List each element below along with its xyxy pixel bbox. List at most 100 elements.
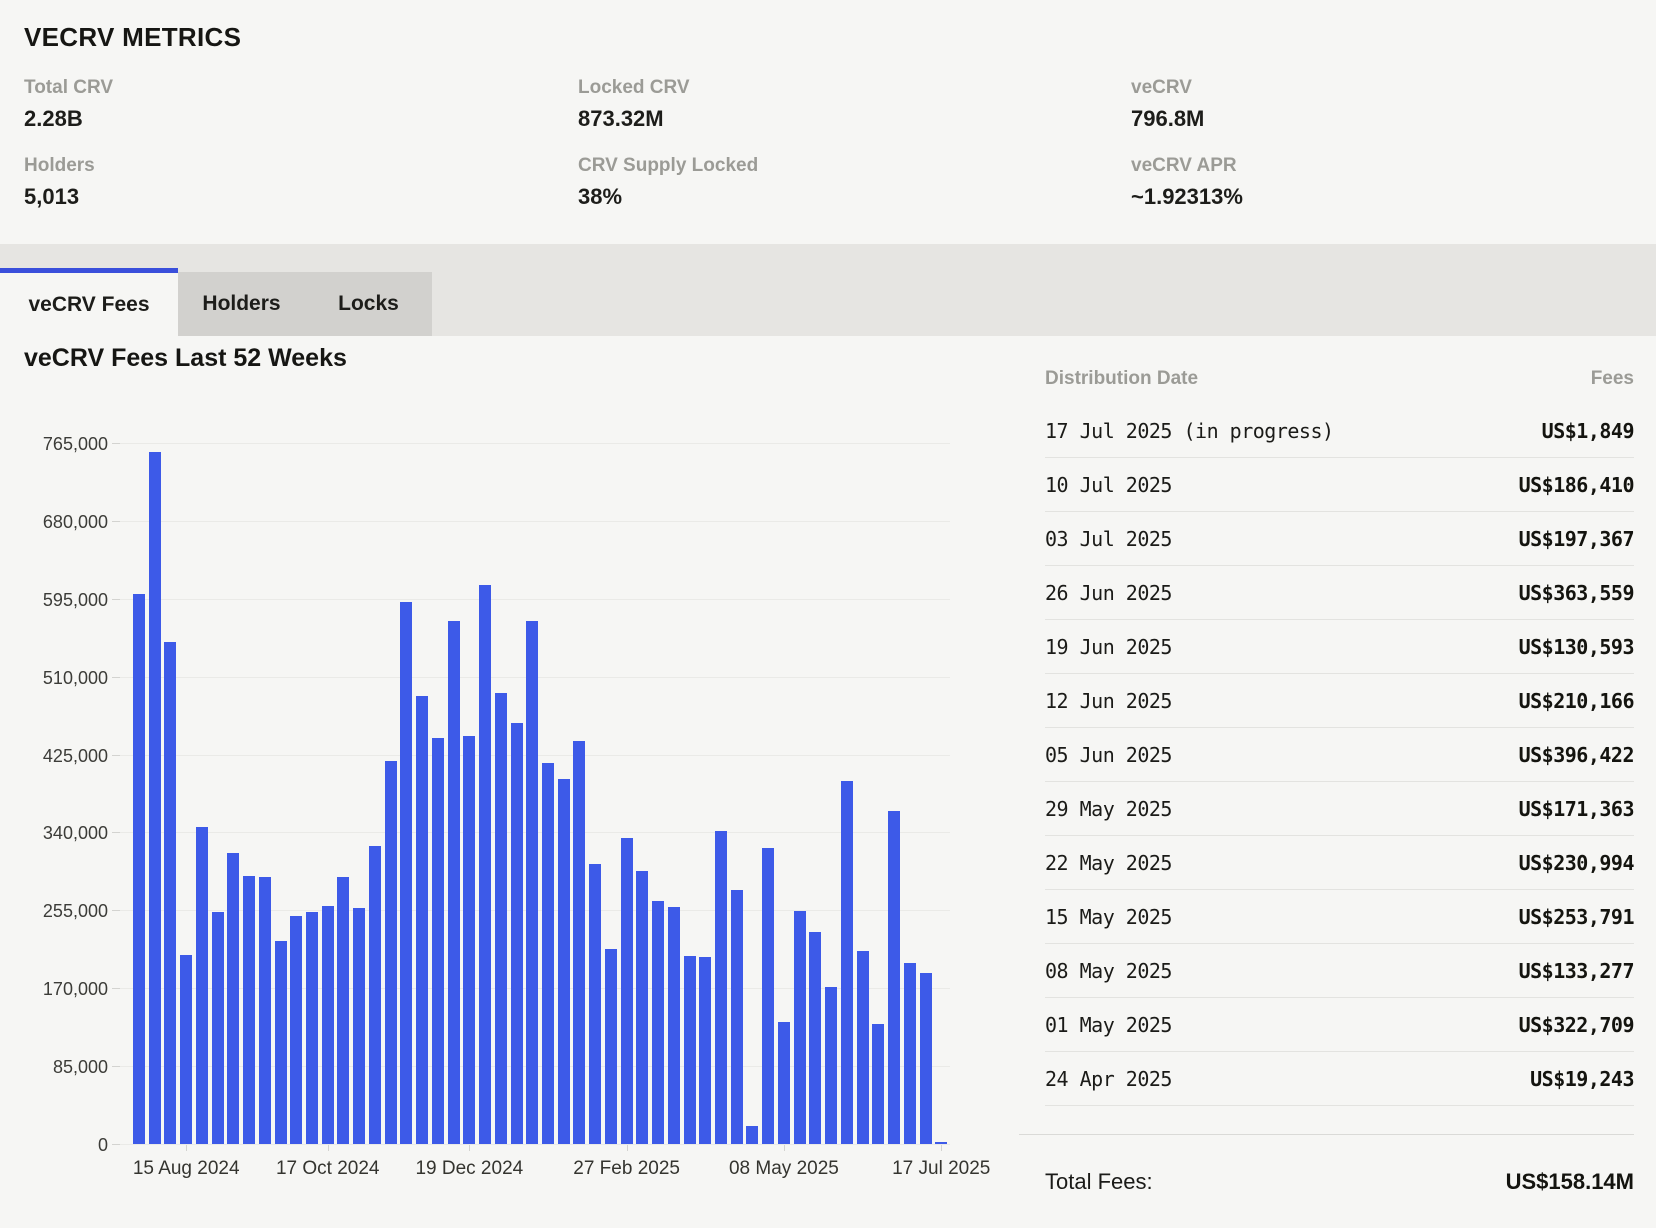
- fees-table-row[interactable]: 19 Jun 2025US$130,593: [1045, 620, 1634, 674]
- x-axis-label: 15 Aug 2024: [106, 1158, 266, 1181]
- fees-table: Distribution Date Fees 17 Jul 2025 (in p…: [1019, 368, 1634, 1195]
- fees-table-row[interactable]: 17 Jul 2025 (in progress)US$1,849: [1045, 404, 1634, 458]
- fee-bar[interactable]: [511, 723, 523, 1144]
- fee-bar[interactable]: [573, 741, 585, 1144]
- fee-bar[interactable]: [337, 877, 349, 1144]
- fee-amount-cell: US$171,363: [1519, 797, 1634, 821]
- distribution-date-cell: 29 May 2025: [1045, 797, 1172, 821]
- fee-bar[interactable]: [212, 912, 224, 1144]
- y-tick-mark: [112, 755, 120, 756]
- fee-amount-cell: US$396,422: [1519, 743, 1634, 767]
- fees-table-rows: 17 Jul 2025 (in progress)US$1,84910 Jul …: [1019, 404, 1634, 1106]
- x-tick-mark: [328, 1145, 329, 1151]
- y-axis-label: 680,000: [8, 513, 108, 531]
- fee-bar[interactable]: [762, 848, 774, 1144]
- fee-bar[interactable]: [243, 876, 255, 1144]
- fees-table-row[interactable]: 08 May 2025 US$133,277: [1045, 944, 1634, 998]
- fee-bar[interactable]: [353, 908, 365, 1144]
- fees-table-row[interactable]: 26 Jun 2025US$363,559: [1045, 566, 1634, 620]
- fee-bar[interactable]: [888, 811, 900, 1144]
- fee-amount-cell: US$230,994: [1519, 851, 1634, 875]
- fee-bar[interactable]: [621, 838, 633, 1144]
- fees-table-row[interactable]: 15 May 2025US$253,791: [1045, 890, 1634, 944]
- fee-bar[interactable]: [322, 906, 334, 1144]
- fee-bar[interactable]: [920, 973, 932, 1144]
- y-axis-label: 255,000: [8, 902, 108, 920]
- fee-bar[interactable]: [432, 738, 444, 1144]
- fee-bar[interactable]: [794, 911, 806, 1144]
- fee-bar[interactable]: [290, 916, 302, 1144]
- fees-table-row[interactable]: 29 May 2025 US$171,363: [1045, 782, 1634, 836]
- fee-bar[interactable]: [841, 781, 853, 1144]
- distribution-date-cell: 08 May 2025: [1045, 959, 1172, 983]
- total-fees-value: US$158.14M: [1506, 1169, 1634, 1195]
- fee-bar[interactable]: [668, 907, 680, 1144]
- fee-bar[interactable]: [526, 621, 538, 1144]
- fee-bar[interactable]: [149, 452, 161, 1144]
- fee-bar[interactable]: [935, 1142, 947, 1144]
- y-gridline: [120, 1144, 950, 1145]
- fee-bar[interactable]: [385, 761, 397, 1144]
- fee-bar[interactable]: [416, 696, 428, 1144]
- fee-bar[interactable]: [636, 871, 648, 1144]
- fees-table-row[interactable]: 12 Jun 2025 US$210,166: [1045, 674, 1634, 728]
- fee-bar[interactable]: [872, 1024, 884, 1144]
- fee-amount-cell: US$210,166: [1519, 689, 1634, 713]
- distribution-date-cell: 03 Jul 2025: [1045, 527, 1172, 551]
- fee-bar[interactable]: [227, 853, 239, 1144]
- stat-value: ~1.92313%: [1131, 186, 1551, 208]
- distribution-date-cell: 10 Jul 2025: [1045, 473, 1172, 497]
- y-tick-mark: [112, 910, 120, 911]
- y-gridline: [120, 521, 950, 522]
- fee-bar[interactable]: [542, 763, 554, 1144]
- fee-bar[interactable]: [857, 951, 869, 1144]
- fee-bar[interactable]: [400, 602, 412, 1144]
- x-axis-label: 19 Dec 2024: [389, 1158, 549, 1181]
- fee-bar[interactable]: [463, 736, 475, 1144]
- y-gridline: [120, 599, 950, 600]
- fees-table-row[interactable]: 22 May 2025US$230,994: [1045, 836, 1634, 890]
- fee-bar[interactable]: [479, 585, 491, 1144]
- x-axis-label: 17 Jul 2025: [861, 1158, 1021, 1181]
- fees-bar-chart: 085,000170,000255,000340,000425,000510,0…: [0, 0, 1000, 1228]
- fee-bar[interactable]: [715, 831, 727, 1144]
- distribution-date-cell: 15 May 2025: [1045, 905, 1172, 929]
- fee-bar[interactable]: [652, 901, 664, 1144]
- stat-vecrv: veCRV796.8M: [1131, 78, 1551, 130]
- y-axis-label: 765,000: [8, 435, 108, 453]
- fee-bar[interactable]: [684, 956, 696, 1144]
- fee-bar[interactable]: [731, 890, 743, 1144]
- distribution-date-cell: 12 Jun 2025: [1045, 689, 1172, 713]
- fee-bar[interactable]: [904, 963, 916, 1144]
- fee-amount-cell: US$133,277: [1519, 959, 1634, 983]
- fee-bar[interactable]: [605, 949, 617, 1144]
- fee-bar[interactable]: [589, 864, 601, 1144]
- fees-table-row[interactable]: 24 Apr 2025US$19,243: [1045, 1052, 1634, 1106]
- distribution-date-cell: 01 May 2025: [1045, 1013, 1172, 1037]
- fee-bar[interactable]: [699, 957, 711, 1144]
- fee-bar[interactable]: [825, 987, 837, 1144]
- fee-bar[interactable]: [558, 779, 570, 1144]
- fees-table-row[interactable]: 05 Jun 2025US$396,422: [1045, 728, 1634, 782]
- stat-value: 796.8M: [1131, 108, 1551, 130]
- fee-bar[interactable]: [196, 827, 208, 1144]
- distribution-date-cell: 24 Apr 2025: [1045, 1067, 1172, 1091]
- fee-bar[interactable]: [164, 642, 176, 1144]
- x-tick-mark: [784, 1145, 785, 1151]
- fee-bar[interactable]: [259, 877, 271, 1144]
- fees-table-row[interactable]: 10 Jul 2025US$186,410: [1045, 458, 1634, 512]
- x-tick-mark: [627, 1145, 628, 1151]
- fee-bar[interactable]: [809, 932, 821, 1144]
- fee-bar[interactable]: [448, 621, 460, 1144]
- fee-bar[interactable]: [133, 594, 145, 1144]
- fee-bar[interactable]: [369, 846, 381, 1144]
- fee-bar[interactable]: [495, 693, 507, 1144]
- fees-table-row[interactable]: 01 May 2025US$322,709: [1045, 998, 1634, 1052]
- fee-bar[interactable]: [180, 955, 192, 1144]
- fee-bar[interactable]: [275, 941, 287, 1144]
- fee-bar[interactable]: [306, 912, 318, 1144]
- fee-bar[interactable]: [746, 1126, 758, 1144]
- fees-table-row[interactable]: 03 Jul 2025US$197,367: [1045, 512, 1634, 566]
- y-axis-label: 0: [8, 1136, 108, 1154]
- fee-bar[interactable]: [778, 1022, 790, 1144]
